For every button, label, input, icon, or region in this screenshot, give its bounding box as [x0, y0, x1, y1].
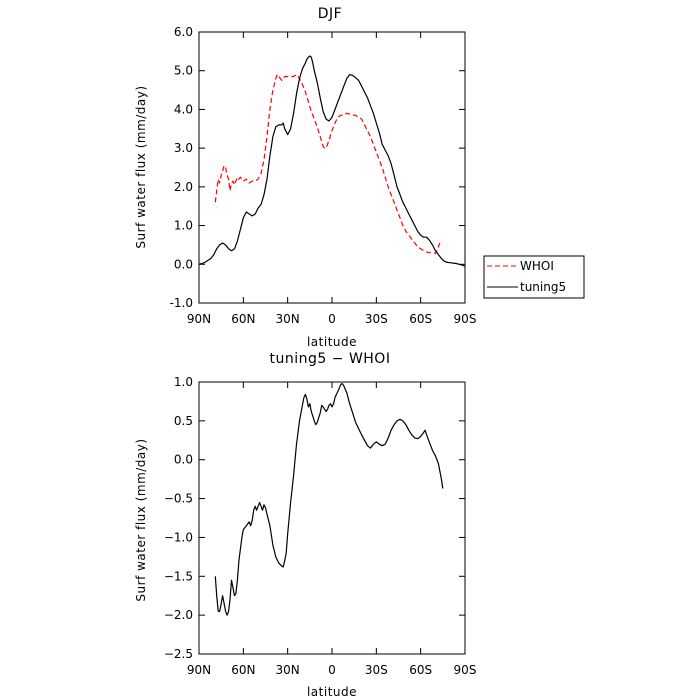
y-tick-label: 0.5	[174, 414, 193, 428]
y-tick-label: 1.0	[174, 219, 193, 233]
plot-frame	[198, 381, 466, 655]
x-axis: 90N 60N 30N 0 30S 60S 90S	[187, 382, 477, 677]
y-tick-label: −1.5	[164, 569, 193, 583]
legend-label-whoi: WHOI	[520, 259, 554, 273]
series-line-whoi	[214, 73, 442, 254]
y-tick-label: −0.5	[164, 492, 193, 506]
y-tick-label: -1.0	[170, 296, 193, 310]
y-tick-label: −2.0	[164, 608, 193, 622]
chart-title: tuning5 − WHOI	[270, 351, 391, 367]
x-axis-label: latitude	[307, 335, 357, 349]
x-tick-label: 90S	[454, 312, 477, 326]
x-tick-label: 60N	[231, 663, 255, 677]
x-tick-label: 60N	[231, 312, 255, 326]
y-tick-label: −2.5	[164, 647, 193, 661]
y-tick-label: 4.0	[174, 102, 193, 116]
y-axis-label: Surf water flux (mm/day)	[134, 85, 148, 248]
data-lines	[214, 383, 444, 616]
y-tick-label: 0.0	[174, 257, 193, 271]
x-tick-label: 30S	[365, 663, 388, 677]
y-tick-label: 6.0	[174, 25, 193, 39]
x-tick-label: 30S	[365, 312, 388, 326]
y-tick-label: 1.0	[174, 375, 193, 389]
series-line	[214, 383, 444, 616]
x-tick-label: 30N	[276, 312, 300, 326]
x-tick-label: 90S	[454, 663, 477, 677]
y-axis: -1.0 0.0 1.0 2.0 3.0 4.0 5.0 6.0	[170, 25, 465, 310]
y-axis-label: Surf water flux (mm/day)	[134, 438, 148, 601]
plot-frame	[198, 31, 466, 304]
y-tick-label: 2.0	[174, 180, 193, 194]
panel-difference: tuning5 − WHOI −2.5 −2.0 −1.5 −1.0 −0.5 0.0 0.…	[134, 351, 476, 699]
y-tick-label: 5.0	[174, 64, 193, 78]
data-lines	[198, 55, 466, 267]
y-tick-label: 0.0	[174, 453, 193, 467]
legend-label-tuning5: tuning5	[520, 280, 566, 294]
x-tick-label: 30N	[276, 663, 300, 677]
x-tick-label: 60S	[409, 663, 432, 677]
x-tick-label: 0	[328, 312, 336, 326]
y-tick-label: 3.0	[174, 141, 193, 155]
y-axis: −2.5 −2.0 −1.5 −1.0 −0.5 0.0 0.5 1.0	[164, 375, 465, 661]
x-tick-label: 0	[328, 663, 336, 677]
x-axis-label: latitude	[307, 685, 357, 699]
chart-title: DJF	[318, 6, 342, 22]
x-axis: 90N 60N 30N 0 30S 60S 90S	[187, 32, 477, 326]
panel-djf: DJF -1.0 0.0 1.0 2.0 3.0 4.0 5.0 6.0 90N 60N 30N 0…	[134, 6, 585, 349]
x-tick-label: 90N	[187, 663, 211, 677]
legend-box	[483, 255, 585, 299]
x-tick-label: 90N	[187, 312, 211, 326]
y-tick-label: −1.0	[164, 530, 193, 544]
series-line-tuning5	[198, 55, 466, 267]
legend: WHOI tuning5	[483, 255, 585, 299]
x-tick-label: 60S	[409, 312, 432, 326]
